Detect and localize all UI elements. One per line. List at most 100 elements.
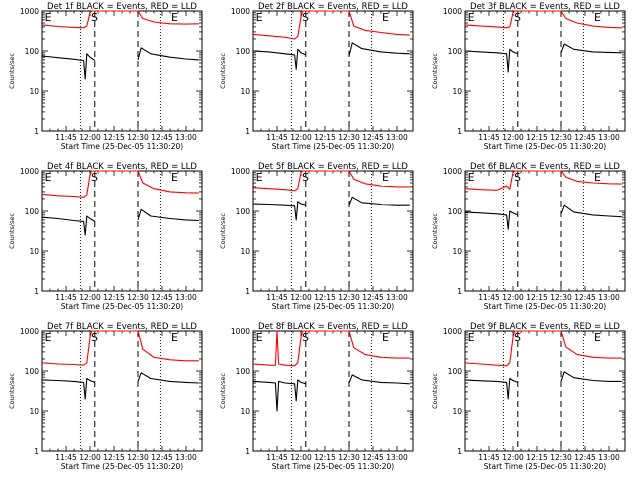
x-tick-label: 13:00	[386, 453, 408, 462]
lld-series-line	[41, 10, 199, 29]
x-tick-label: 11:45	[55, 453, 77, 462]
panel-det-3: Det 3f BLACK = Events, RED = LLD 1 10 100 10…	[431, 2, 626, 151]
annotation-e: E	[45, 171, 52, 184]
panel-title: Det 6f BLACK = Events, RED = LLD	[470, 162, 620, 172]
annotation-e: E	[382, 331, 389, 344]
lld-series-line	[41, 330, 199, 366]
y-tick-label: 100	[448, 207, 463, 216]
y-tick-label: 1000	[20, 7, 39, 16]
y-tick-label: 1000	[20, 167, 39, 176]
panel-det-7: Det 7f BLACK = Events, RED = LLD 1 10 100 10…	[8, 322, 203, 471]
annotation-e: E	[171, 331, 178, 344]
y-tick-label: 1000	[231, 167, 250, 176]
x-tick-label: 12:15	[526, 293, 548, 302]
x-tick-label: 12:45	[151, 453, 173, 462]
lld-series-line	[252, 170, 410, 192]
x-tick-label: 12:15	[103, 293, 125, 302]
events-series-line	[41, 215, 96, 236]
y-tick-label: 100	[236, 47, 251, 56]
plot-frame	[464, 10, 626, 132]
y-tick-label: 1000	[20, 327, 39, 336]
x-axis-label: Start Time (25-Dec-05 11:30:20)	[272, 142, 394, 151]
panel-title: Det 9f BLACK = Events, RED = LLD	[470, 322, 620, 332]
events-series-line	[137, 47, 199, 61]
x-tick-label: 11:45	[266, 453, 288, 462]
y-tick-label: 100	[448, 367, 463, 376]
panel-title: Det 1f BLACK = Events, RED = LLD	[47, 2, 197, 12]
y-tick-label: 1	[457, 127, 462, 136]
events-series-line	[348, 196, 410, 206]
lld-series-line	[464, 10, 622, 29]
y-tick-label: 10	[29, 87, 39, 96]
annotation-s: S	[91, 331, 98, 344]
y-tick-label: 10	[452, 247, 462, 256]
y-tick-label: 1000	[443, 327, 462, 336]
x-tick-label: 12:15	[314, 293, 336, 302]
x-tick-label: 12:30	[550, 133, 572, 142]
events-series-line	[41, 377, 96, 400]
panel-title: Det 7f BLACK = Events, RED = LLD	[47, 322, 197, 332]
x-tick-label: 11:45	[266, 293, 288, 302]
panel-det-8: Det 8f BLACK = Events, RED = LLD 1 10 100 10…	[219, 322, 414, 471]
annotation-e: E	[382, 11, 389, 24]
y-axis-label: Counts/sec	[431, 373, 439, 409]
panel-title: Det 2f BLACK = Events, RED = LLD	[258, 2, 408, 12]
y-tick-label: 10	[240, 407, 250, 416]
events-series-line	[137, 372, 199, 384]
x-axis-label: Start Time (25-Dec-05 11:30:20)	[484, 302, 606, 311]
x-tick-label: 12:30	[550, 293, 572, 302]
annotation-s: S	[91, 171, 98, 184]
annotation-e: E	[594, 11, 601, 24]
annotation-e: E	[256, 11, 263, 24]
y-tick-label: 1	[245, 287, 250, 296]
y-tick-label: 1000	[231, 327, 250, 336]
x-axis-label: Start Time (25-Dec-05 11:30:20)	[272, 302, 394, 311]
y-tick-label: 1	[34, 287, 39, 296]
x-tick-label: 11:45	[478, 133, 500, 142]
x-axis-label: Start Time (25-Dec-05 11:30:20)	[61, 462, 183, 471]
panel-det-1: Det 1f BLACK = Events, RED = LLD 1 10 100 10…	[8, 2, 203, 151]
events-series-line	[560, 43, 622, 54]
y-axis-label: Counts/sec	[431, 213, 439, 249]
x-tick-label: 11:45	[266, 133, 288, 142]
annotation-e: E	[468, 331, 475, 344]
panel-det-6: Det 6f BLACK = Events, RED = LLD 1 10 100 10…	[431, 162, 626, 311]
y-tick-label: 10	[240, 87, 250, 96]
y-tick-label: 10	[452, 87, 462, 96]
x-tick-label: 13:00	[598, 293, 620, 302]
annotation-e: E	[468, 11, 475, 24]
y-tick-label: 1	[457, 447, 462, 456]
events-series-line	[41, 53, 96, 80]
x-tick-label: 13:00	[175, 133, 197, 142]
lld-series-line	[41, 170, 199, 198]
x-tick-label: 12:15	[103, 133, 125, 142]
x-tick-label: 12:30	[127, 293, 149, 302]
x-tick-label: 13:00	[386, 293, 408, 302]
x-tick-label: 13:00	[175, 453, 197, 462]
panel-det-5: Det 5f BLACK = Events, RED = LLD 1 10 100 10…	[219, 162, 414, 311]
annotation-e: E	[45, 11, 52, 24]
annotation-e: E	[171, 11, 178, 24]
x-tick-label: 12:15	[526, 133, 548, 142]
lld-series-line	[464, 330, 622, 367]
events-series-line	[560, 204, 622, 218]
x-tick-label: 12:45	[362, 453, 384, 462]
y-tick-label: 100	[25, 207, 40, 216]
x-tick-label: 12:15	[314, 453, 336, 462]
x-tick-label: 12:45	[574, 453, 596, 462]
y-tick-label: 1000	[443, 7, 462, 16]
panel-title: Det 3f BLACK = Events, RED = LLD	[470, 2, 620, 12]
plot-frame	[252, 10, 414, 132]
plot-frame	[464, 330, 626, 452]
panel-title: Det 4f BLACK = Events, RED = LLD	[47, 162, 197, 172]
lld-series-line	[252, 330, 410, 367]
annotation-s: S	[514, 331, 521, 344]
x-tick-label: 12:00	[502, 293, 524, 302]
plot-frame	[41, 330, 203, 452]
y-tick-label: 10	[240, 247, 250, 256]
x-tick-label: 12:45	[362, 133, 384, 142]
events-series-line	[137, 208, 199, 222]
x-tick-label: 12:00	[290, 453, 312, 462]
annotation-e: E	[256, 331, 263, 344]
